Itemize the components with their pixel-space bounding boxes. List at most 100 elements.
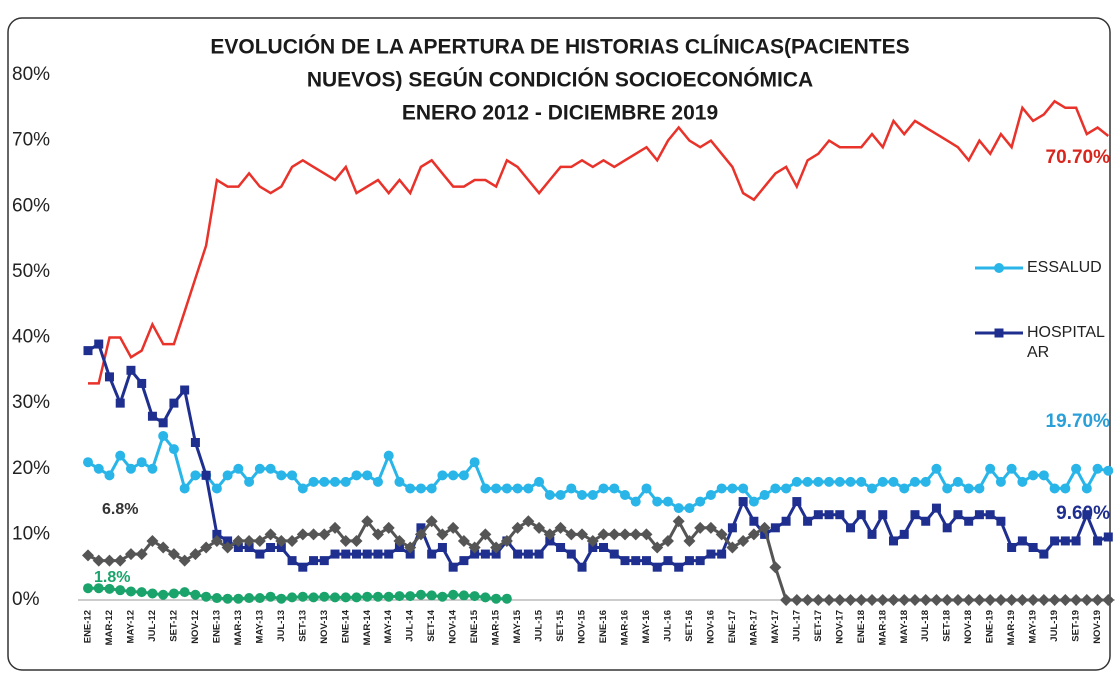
point: [125, 463, 136, 474]
point: [92, 554, 105, 567]
point: [351, 592, 362, 603]
point: [1048, 594, 1061, 606]
point: [426, 483, 437, 494]
point: [136, 457, 147, 468]
point: [619, 528, 631, 541]
point: [587, 490, 598, 500]
point: [158, 430, 169, 441]
point: [178, 554, 191, 567]
point: [985, 510, 995, 520]
point: [919, 594, 932, 606]
point: [599, 543, 609, 552]
point: [534, 549, 544, 559]
point: [318, 528, 331, 541]
point: [448, 562, 458, 572]
point: [952, 476, 963, 487]
point: [394, 543, 404, 552]
point: [308, 592, 319, 603]
point: [319, 476, 330, 487]
point: [83, 583, 93, 594]
point: [833, 594, 846, 606]
point: [1091, 594, 1104, 606]
x-tick-label: JUL-15: [534, 609, 545, 641]
point: [233, 463, 244, 474]
point: [630, 496, 641, 507]
point: [83, 346, 93, 356]
point: [469, 457, 480, 468]
legend-marker: [994, 263, 1004, 273]
point: [287, 556, 297, 566]
point: [275, 534, 288, 547]
point: [684, 556, 694, 566]
point: [631, 556, 641, 566]
point: [888, 476, 899, 487]
point: [597, 528, 610, 541]
x-tick-label: MAR-17: [748, 610, 759, 645]
x-tick-label: ENE-12: [83, 610, 94, 643]
point: [640, 528, 653, 541]
point: [523, 483, 534, 494]
x-tick-label: NOV-16: [705, 610, 716, 644]
point: [104, 470, 115, 481]
legend-label: ESSALUD: [1027, 259, 1102, 276]
point: [330, 592, 341, 603]
x-tick-label: JUL-12: [147, 610, 158, 642]
x-tick-label: SET-12: [168, 610, 179, 642]
point: [491, 483, 502, 494]
point: [964, 516, 974, 526]
point: [985, 463, 996, 474]
annotation: 9.60%: [1056, 503, 1110, 524]
x-tick-label: MAR-14: [362, 609, 373, 645]
point: [319, 591, 330, 602]
point: [297, 591, 308, 602]
point: [1092, 463, 1103, 474]
point: [889, 536, 898, 546]
point: [641, 483, 652, 494]
point: [180, 385, 190, 395]
point: [748, 496, 759, 507]
point: [577, 490, 588, 500]
point: [781, 483, 792, 494]
point: [372, 476, 383, 487]
chart-title: ENERO 2012 - DICIEMBRE 2019: [402, 102, 718, 125]
point: [910, 510, 920, 520]
point: [1050, 536, 1060, 546]
point: [137, 378, 147, 388]
point: [393, 534, 406, 547]
x-tick-label: MAY-16: [641, 610, 652, 643]
point: [556, 543, 566, 552]
x-tick-label: SET-19: [1071, 610, 1082, 642]
point: [790, 594, 803, 606]
x-tick-label: MAR-12: [104, 610, 115, 645]
point: [608, 528, 621, 541]
point: [330, 476, 341, 487]
point: [459, 556, 469, 566]
point: [931, 463, 942, 474]
point: [362, 470, 373, 481]
point: [373, 549, 383, 559]
point: [384, 549, 394, 559]
y-tick-label: 80%: [12, 64, 50, 85]
point: [244, 543, 254, 552]
point: [566, 549, 576, 559]
x-tick-label: JUL-18: [920, 610, 931, 642]
point: [351, 470, 362, 481]
point: [341, 549, 351, 559]
point: [994, 594, 1007, 606]
point: [168, 444, 179, 455]
point: [1060, 536, 1070, 546]
x-tick-label: SET-18: [942, 610, 953, 642]
point: [190, 470, 201, 481]
point: [254, 463, 265, 474]
point: [265, 591, 276, 602]
point: [899, 529, 909, 539]
annotation: 19.70%: [1046, 411, 1111, 432]
point: [115, 450, 126, 461]
point: [867, 529, 877, 539]
point: [533, 521, 546, 534]
point: [190, 589, 201, 600]
point: [469, 591, 480, 602]
point: [254, 593, 265, 604]
